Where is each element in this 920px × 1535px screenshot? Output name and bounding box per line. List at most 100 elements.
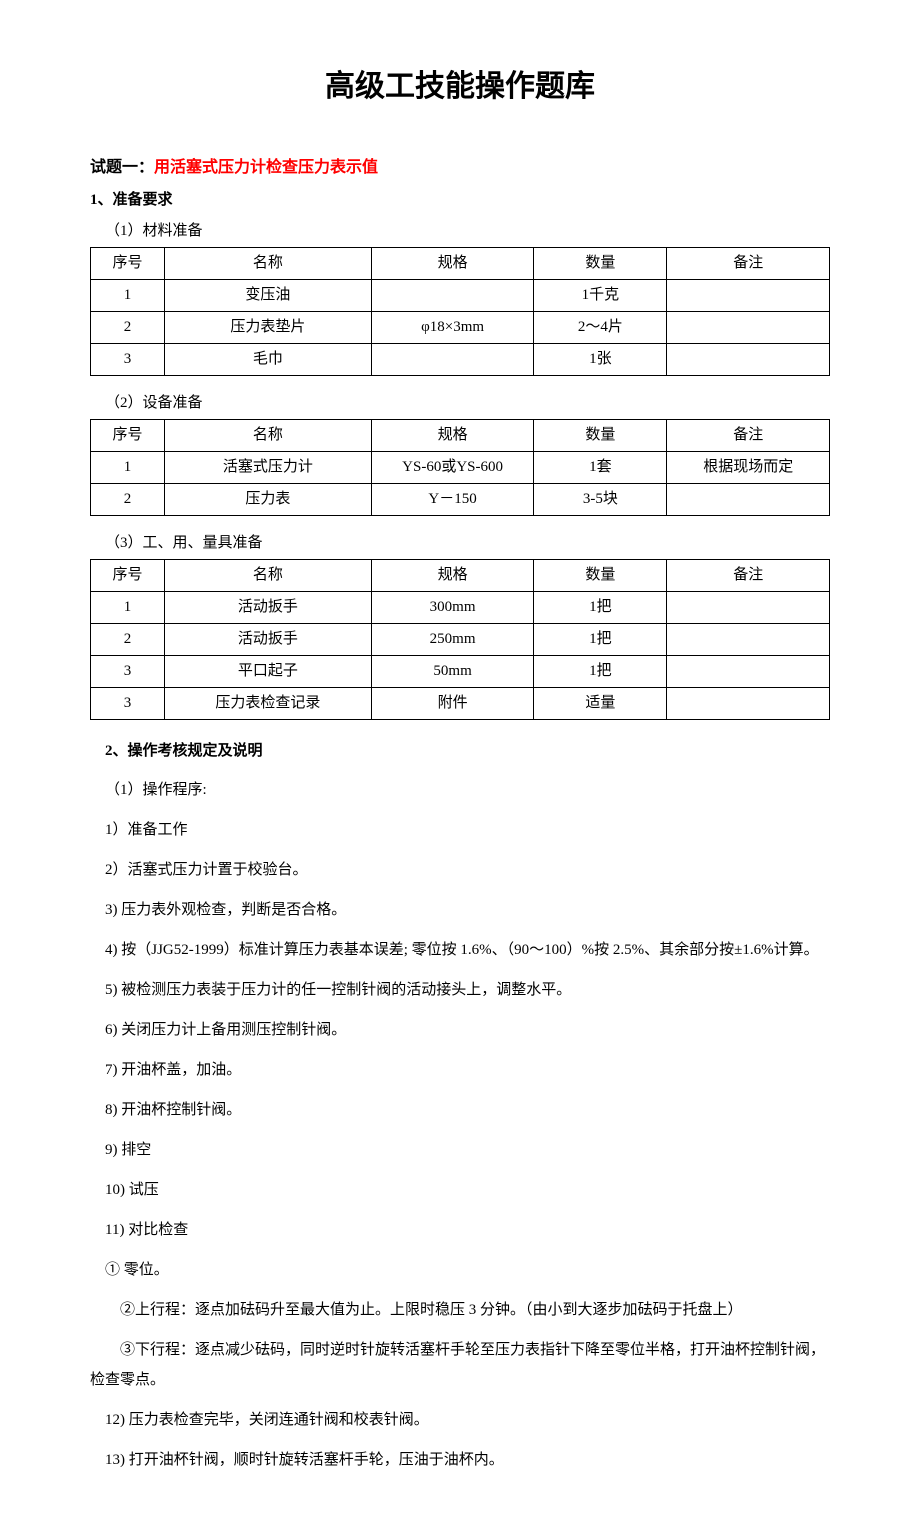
- cell: 2: [91, 483, 165, 515]
- cell: 活动扳手: [164, 623, 371, 655]
- th-qty: 数量: [534, 247, 667, 279]
- cell: [667, 655, 830, 687]
- check-2: ②上行程：逐点加砝码升至最大值为止。上限时稳压 3 分钟。（由小到大逐步加砝码于…: [90, 1295, 830, 1325]
- th-seq: 序号: [91, 419, 165, 451]
- cell: YS-60或YS-600: [371, 451, 534, 483]
- tools-table: 序号 名称 规格 数量 备注 1 活动扳手 300mm 1把 2 活动扳手 25…: [90, 559, 830, 720]
- cell: 2: [91, 311, 165, 343]
- table-row: 1 活塞式压力计 YS-60或YS-600 1套 根据现场而定: [91, 451, 830, 483]
- cell: 1: [91, 591, 165, 623]
- cell: 3-5块: [534, 483, 667, 515]
- prep-sub2: （2）设备准备: [90, 390, 830, 417]
- th-spec: 规格: [371, 559, 534, 591]
- th-spec: 规格: [371, 419, 534, 451]
- cell: 1套: [534, 451, 667, 483]
- cell: 1张: [534, 343, 667, 375]
- cell: φ18×3mm: [371, 311, 534, 343]
- section-1-label: 试题一：: [90, 159, 154, 176]
- cell: 1把: [534, 655, 667, 687]
- table-row: 2 活动扳手 250mm 1把: [91, 623, 830, 655]
- table-row: 3 压力表检查记录 附件 适量: [91, 687, 830, 719]
- cell: [667, 311, 830, 343]
- step-7: 7) 开油杯盖，加油。: [90, 1055, 830, 1085]
- cell: 50mm: [371, 655, 534, 687]
- step-5: 5) 被检测压力表装于压力计的任一控制针阀的活动接头上，调整水平。: [90, 975, 830, 1005]
- step-8: 8) 开油杯控制针阀。: [90, 1095, 830, 1125]
- th-seq: 序号: [91, 559, 165, 591]
- th-name: 名称: [164, 419, 371, 451]
- th-name: 名称: [164, 247, 371, 279]
- materials-table: 序号 名称 规格 数量 备注 1 变压油 1千克 2 压力表垫片 φ18×3mm…: [90, 247, 830, 376]
- cell: 1: [91, 279, 165, 311]
- th-qty: 数量: [534, 559, 667, 591]
- table-row: 2 压力表 Y－150 3-5块: [91, 483, 830, 515]
- equipment-table: 序号 名称 规格 数量 备注 1 活塞式压力计 YS-60或YS-600 1套 …: [90, 419, 830, 516]
- cell: 附件: [371, 687, 534, 719]
- cell: 2～4片: [534, 311, 667, 343]
- cell: 变压油: [164, 279, 371, 311]
- cell: 毛巾: [164, 343, 371, 375]
- table-header-row: 序号 名称 规格 数量 备注: [91, 247, 830, 279]
- procedure-sub: （1）操作程序:: [90, 775, 830, 805]
- cell: 适量: [534, 687, 667, 719]
- step-12: 12) 压力表检查完毕，关闭连通针阀和校表针阀。: [90, 1405, 830, 1435]
- cell: 压力表垫片: [164, 311, 371, 343]
- cell: [667, 623, 830, 655]
- cell: 1: [91, 451, 165, 483]
- cell: 3: [91, 687, 165, 719]
- th-note: 备注: [667, 559, 830, 591]
- section-1-title: 用活塞式压力计检查压力表示值: [154, 159, 378, 176]
- table-row: 1 变压油 1千克: [91, 279, 830, 311]
- cell: [371, 343, 534, 375]
- cell: 1把: [534, 623, 667, 655]
- cell: 1把: [534, 591, 667, 623]
- prep-sub3: （3）工、用、量具准备: [90, 530, 830, 557]
- cell: [667, 483, 830, 515]
- table-row: 2 压力表垫片 φ18×3mm 2～4片: [91, 311, 830, 343]
- step-9: 9) 排空: [90, 1135, 830, 1165]
- cell: 压力表: [164, 483, 371, 515]
- step-11: 11) 对比检查: [90, 1215, 830, 1245]
- step-13: 13) 打开油杯针阀，顺时针旋转活塞杆手轮，压油于油杯内。: [90, 1445, 830, 1475]
- step-6: 6) 关闭压力计上备用测压控制针阀。: [90, 1015, 830, 1045]
- cell: 压力表检查记录: [164, 687, 371, 719]
- cell: 250mm: [371, 623, 534, 655]
- table-header-row: 序号 名称 规格 数量 备注: [91, 559, 830, 591]
- cell: 平口起子: [164, 655, 371, 687]
- step-4-text: 4) 按（JJG52-1999）标准计算压力表基本误差; 零位按 1.6%、（9…: [105, 942, 819, 958]
- cell: 3: [91, 343, 165, 375]
- cell: 活塞式压力计: [164, 451, 371, 483]
- cell: [667, 343, 830, 375]
- prep-heading: 1、准备要求: [90, 187, 830, 214]
- th-spec: 规格: [371, 247, 534, 279]
- step-1: 1）准备工作: [90, 815, 830, 845]
- cell: [667, 591, 830, 623]
- step-10: 10) 试压: [90, 1175, 830, 1205]
- table-header-row: 序号 名称 规格 数量 备注: [91, 419, 830, 451]
- th-qty: 数量: [534, 419, 667, 451]
- cell: 1千克: [534, 279, 667, 311]
- step-4: 4) 按（JJG52-1999）标准计算压力表基本误差; 零位按 1.6%、（9…: [90, 935, 830, 965]
- th-note: 备注: [667, 247, 830, 279]
- cell: 活动扳手: [164, 591, 371, 623]
- cell: 根据现场而定: [667, 451, 830, 483]
- step-3: 3) 压力表外观检查，判断是否合格。: [90, 895, 830, 925]
- prep-sub1: （1）材料准备: [90, 218, 830, 245]
- table-row: 1 活动扳手 300mm 1把: [91, 591, 830, 623]
- cell: 300mm: [371, 591, 534, 623]
- check-3: ③下行程：逐点减少砝码，同时逆时针旋转活塞杆手轮至压力表指针下降至零位半格，打开…: [90, 1335, 830, 1395]
- cell: [667, 687, 830, 719]
- cell: [371, 279, 534, 311]
- table-row: 3 毛巾 1张: [91, 343, 830, 375]
- cell: [667, 279, 830, 311]
- cell: 3: [91, 655, 165, 687]
- cell: 2: [91, 623, 165, 655]
- th-seq: 序号: [91, 247, 165, 279]
- cell: Y－150: [371, 483, 534, 515]
- table-row: 3 平口起子 50mm 1把: [91, 655, 830, 687]
- page-title: 高级工技能操作题库: [90, 60, 830, 114]
- procedure-heading: 2、操作考核规定及说明: [90, 738, 830, 765]
- th-name: 名称: [164, 559, 371, 591]
- th-note: 备注: [667, 419, 830, 451]
- check-1: ① 零位。: [90, 1255, 830, 1285]
